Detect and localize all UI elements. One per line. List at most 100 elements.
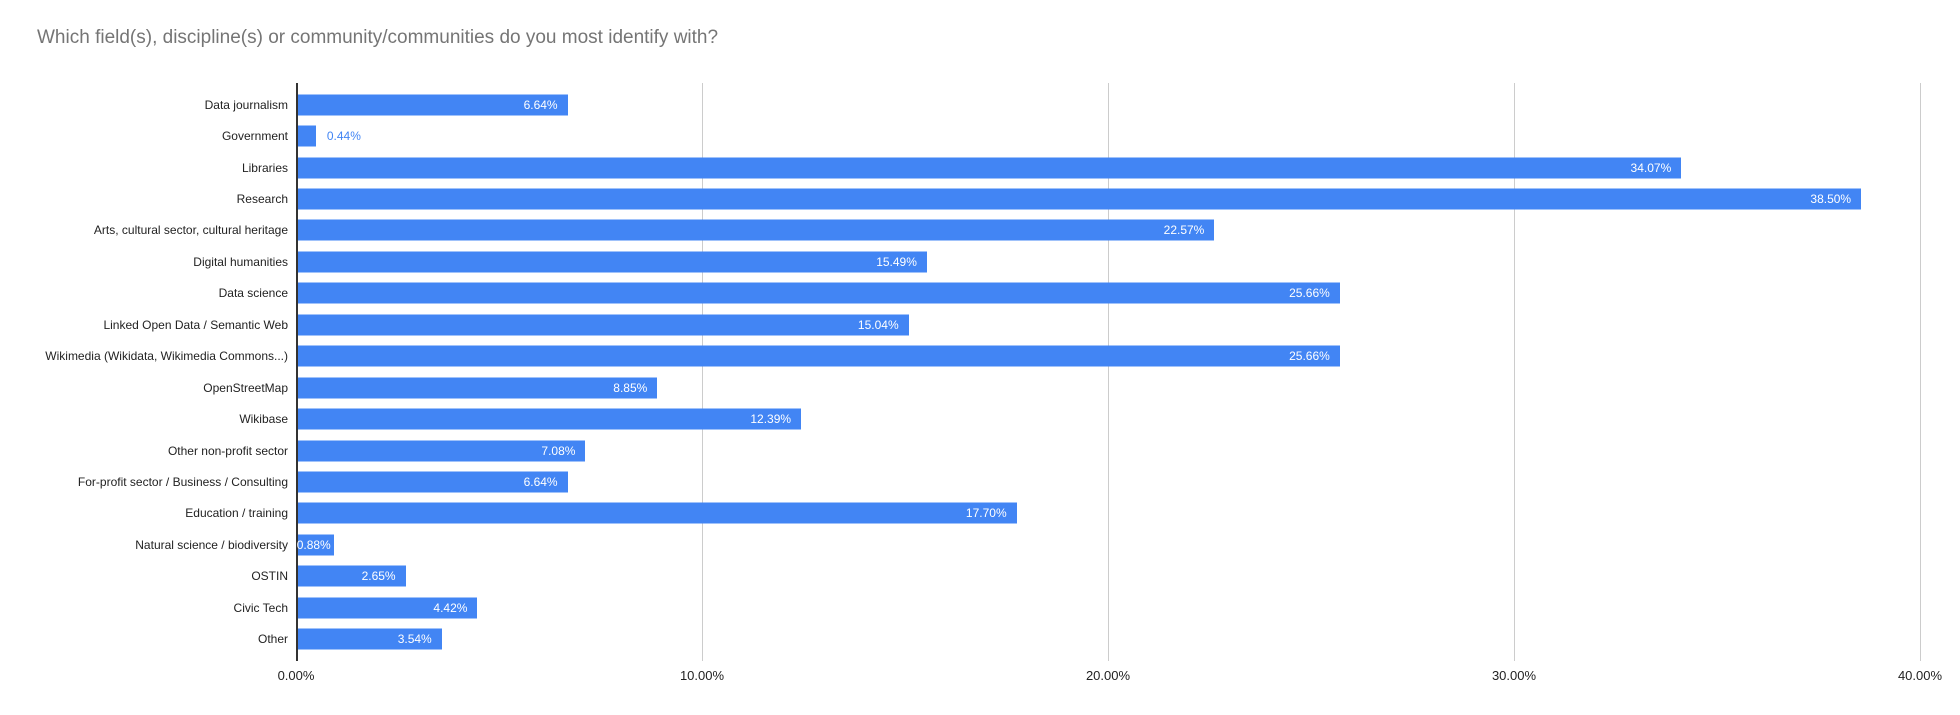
x-axis: 0.00% 10.00% 20.00% 30.00% 40.00%	[278, 668, 1942, 688]
x-tick-label: 0.00%	[277, 668, 315, 683]
bar-row: For-profit sector / Business / Consultin…	[0, 466, 1960, 497]
category-label: Libraries	[241, 160, 288, 175]
bar[interactable]	[298, 188, 1862, 210]
chart-title: Which field(s), discipline(s) or communi…	[37, 27, 719, 48]
bar-row: Linked Open Data / Semantic Web 15.04%	[0, 309, 1960, 340]
category-label: Digital humanities	[193, 254, 288, 269]
bar-zone: 12.39%	[296, 403, 1920, 434]
category-label: Other non-profit sector	[167, 443, 288, 458]
bar-zone: 3.54%	[296, 623, 1920, 654]
bar-zone: 2.65%	[296, 561, 1920, 592]
bar-row: Digital humanities 15.49%	[0, 246, 1960, 277]
bar-row: Data journalism 6.64%	[0, 89, 1960, 120]
category-label: Education / training	[185, 506, 288, 521]
category-label: Wikibase	[239, 412, 288, 427]
category-label: Research	[236, 192, 288, 207]
category-label: Data science	[218, 286, 288, 301]
x-tick-label: 30.00%	[1491, 668, 1537, 683]
bar-zone: 0.88%	[296, 529, 1920, 560]
bar[interactable]	[298, 597, 478, 619]
bar-zone: 6.64%	[296, 89, 1920, 120]
bar-row: Arts, cultural sector, cultural heritage…	[0, 215, 1960, 246]
bar-row: Research 38.50%	[0, 183, 1960, 214]
bar-zone: 38.50%	[296, 183, 1920, 214]
value-label: 17.70%	[965, 506, 1007, 521]
gridline	[1920, 83, 1921, 661]
bar-row: OpenStreetMap 8.85%	[0, 372, 1960, 403]
value-label: 7.08%	[541, 443, 576, 458]
category-label: Wikimedia (Wikidata, Wikimedia Commons..…	[45, 349, 288, 364]
bar[interactable]	[298, 440, 586, 462]
bar[interactable]	[298, 345, 1340, 367]
bar[interactable]	[298, 314, 909, 336]
bar-row: Other non-profit sector 7.08%	[0, 435, 1960, 466]
bar-row: Government 0.44%	[0, 120, 1960, 151]
bar[interactable]	[298, 282, 1340, 304]
bar-zone: 15.49%	[296, 246, 1920, 277]
bar-zone: 34.07%	[296, 152, 1920, 183]
x-tick-label: 40.00%	[1897, 668, 1943, 683]
value-label: 25.66%	[1289, 349, 1330, 364]
bar-row: Natural science / biodiversity 0.88%	[0, 529, 1960, 560]
bar[interactable]	[298, 502, 1017, 524]
bar[interactable]	[298, 408, 802, 430]
value-label: 0.44%	[326, 129, 361, 144]
value-label: 8.85%	[613, 380, 648, 395]
gridline	[702, 83, 703, 661]
bar-row: Education / training 17.70%	[0, 498, 1960, 529]
category-label: OSTIN	[251, 569, 288, 584]
value-label: 38.50%	[1810, 192, 1852, 207]
bar[interactable]	[298, 157, 1682, 179]
bar[interactable]	[298, 565, 406, 587]
category-label: Natural science / biodiversity	[135, 537, 288, 552]
value-label: 6.64%	[523, 97, 558, 112]
value-label: 0.88%	[296, 537, 331, 552]
value-label: 25.66%	[1289, 286, 1330, 301]
gridline-layer	[296, 83, 1921, 661]
gridline	[1514, 83, 1515, 661]
bar-row: Libraries 34.07%	[0, 152, 1960, 183]
bar-zone: 6.64%	[296, 466, 1920, 497]
category-label: OpenStreetMap	[203, 380, 288, 395]
gridline	[1108, 83, 1109, 661]
bar-rows: Data journalism 6.64% Government 0.44% L…	[0, 89, 1960, 655]
category-label: For-profit sector / Business / Consultin…	[77, 474, 288, 489]
bar-zone: 25.66%	[296, 341, 1920, 372]
category-label: Civic Tech	[233, 600, 288, 615]
bar[interactable]	[298, 125, 316, 147]
bar[interactable]	[298, 251, 927, 273]
category-label: Data journalism	[204, 97, 288, 112]
value-label: 15.49%	[876, 254, 917, 269]
bar-zone: 7.08%	[296, 435, 1920, 466]
bar-zone: 25.66%	[296, 278, 1920, 309]
bar[interactable]	[298, 377, 658, 399]
bar[interactable]	[298, 534, 334, 556]
bar-row: Civic Tech 4.42%	[0, 592, 1960, 623]
value-label: 3.54%	[397, 632, 432, 647]
bar-row: Data science 25.66%	[0, 278, 1960, 309]
bar[interactable]	[298, 94, 568, 116]
x-tick-label: 10.00%	[679, 668, 725, 683]
value-label: 6.64%	[523, 474, 558, 489]
value-label: 12.39%	[750, 412, 792, 427]
bar-zone: 0.44%	[296, 120, 1920, 151]
value-label: 34.07%	[1630, 160, 1672, 175]
bar[interactable]	[298, 219, 1215, 241]
bar-zone: 22.57%	[296, 215, 1920, 246]
bar-zone: 4.42%	[296, 592, 1920, 623]
y-axis-line	[296, 83, 298, 661]
plot-area: Data journalism 6.64% Government 0.44% L…	[0, 83, 1960, 683]
bar[interactable]	[298, 628, 442, 650]
x-tick-label: 20.00%	[1085, 668, 1131, 683]
category-label: Government	[221, 129, 288, 144]
bar[interactable]	[298, 471, 568, 493]
value-label: 22.57%	[1163, 223, 1205, 238]
bar-zone: 15.04%	[296, 309, 1920, 340]
category-label: Linked Open Data / Semantic Web	[103, 317, 288, 332]
value-label: 4.42%	[433, 600, 468, 615]
bar-row: OSTIN 2.65%	[0, 561, 1960, 592]
category-label: Other	[257, 632, 288, 647]
bar-row: Wikibase 12.39%	[0, 403, 1960, 434]
category-label: Arts, cultural sector, cultural heritage	[93, 223, 288, 238]
